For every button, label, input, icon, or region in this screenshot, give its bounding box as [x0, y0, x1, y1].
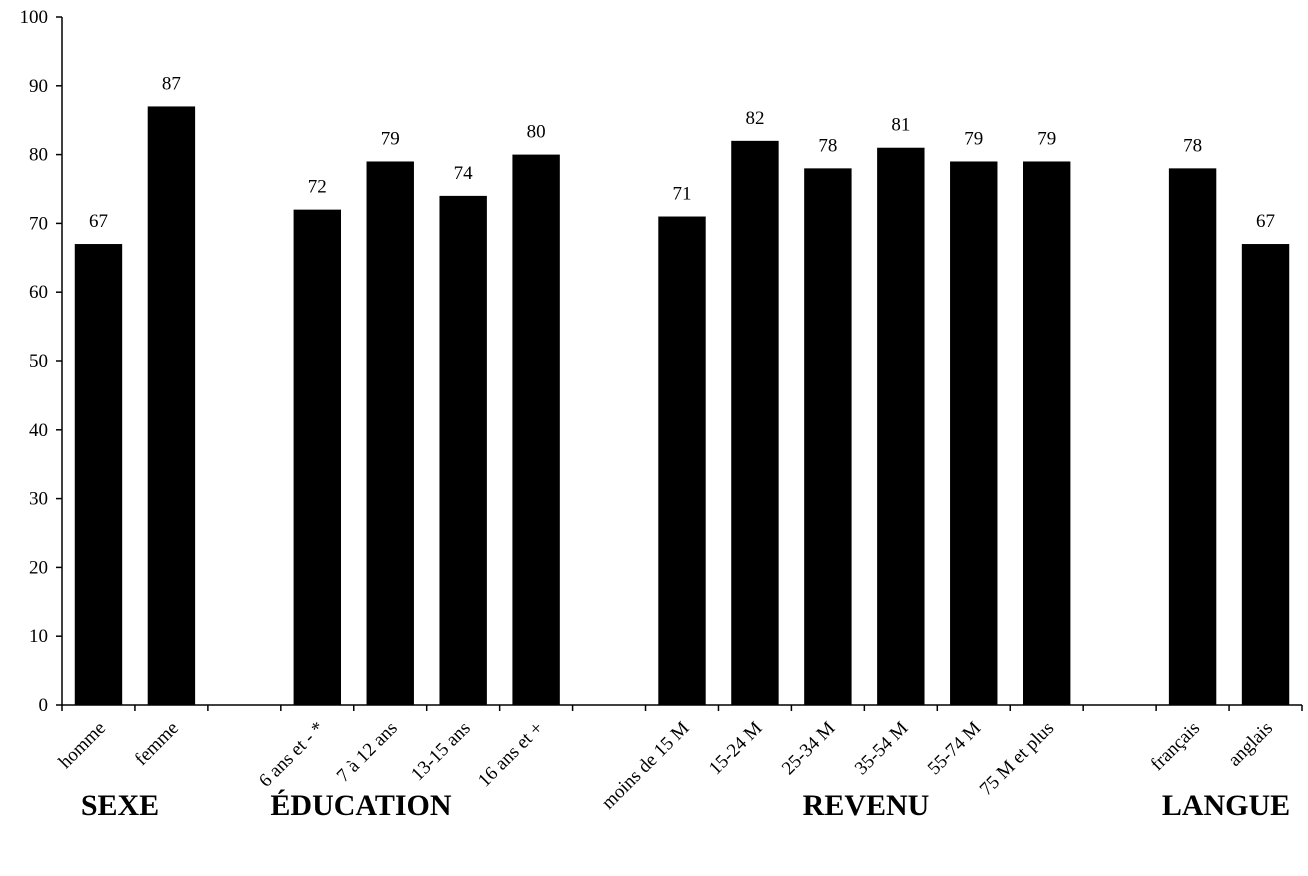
- y-tick-label: 80: [29, 145, 48, 166]
- category-label: 13-15 ans: [407, 718, 474, 785]
- data-label: 81: [891, 115, 910, 136]
- bar: [1241, 244, 1290, 706]
- category-label: 35-54 M: [851, 718, 913, 780]
- group-labels: SEXE ÉDUCATION REVENU LANGUE: [81, 789, 1290, 822]
- data-label: 79: [381, 128, 400, 149]
- bar: [293, 209, 341, 705]
- y-tick-label: 70: [29, 213, 48, 234]
- category-labels: homme femme 6 ans et - * 7 à 12 ans 13-15 an…: [55, 718, 1277, 814]
- data-label: 74: [454, 163, 474, 184]
- bar: [512, 154, 560, 706]
- group-label-sexe: SEXE: [81, 789, 159, 822]
- category-label: anglais: [1224, 718, 1277, 771]
- group-label-education: ÉDUCATION: [270, 789, 451, 822]
- bar: [804, 168, 852, 706]
- y-tick-label: 90: [29, 76, 48, 97]
- category-label: 75 M et plus: [976, 718, 1058, 800]
- bar: [950, 161, 998, 706]
- bar: [147, 106, 196, 705]
- x-axis-ticks: [61, 705, 1303, 711]
- data-label: 82: [745, 108, 764, 129]
- bar: [74, 244, 123, 706]
- data-label: 67: [1256, 211, 1275, 232]
- group-label-revenu: REVENU: [803, 789, 930, 822]
- category-label: 25-34 M: [778, 718, 840, 780]
- data-label: 72: [308, 177, 327, 198]
- bar: [877, 147, 925, 706]
- y-tick-label: 30: [29, 489, 48, 510]
- bar: [366, 161, 414, 706]
- bar: [731, 140, 779, 706]
- y-tick-label: 0: [39, 695, 49, 716]
- data-label: 71: [673, 184, 692, 205]
- data-label: 80: [527, 122, 546, 143]
- data-label: 87: [162, 73, 181, 94]
- y-tick-label: 50: [29, 351, 48, 372]
- bar: [1168, 168, 1217, 706]
- data-labels: 67 87 72 79 74 80 71 82 78 81 79 79 78 67: [89, 73, 1275, 232]
- y-axis-ticks: 0 10 20 30 40 50 60 70 80 90 100: [20, 7, 62, 716]
- category-label: 55-74 M: [924, 718, 986, 780]
- data-label: 67: [89, 211, 108, 232]
- bars: [74, 106, 1290, 706]
- bar: [658, 216, 706, 705]
- y-tick-label: 60: [29, 282, 48, 303]
- category-label: français: [1147, 718, 1204, 775]
- bar: [439, 195, 487, 705]
- bar: [1023, 161, 1071, 706]
- category-label: moins de 15 M: [598, 718, 694, 814]
- category-label: femme: [131, 718, 183, 770]
- y-tick-label: 100: [20, 7, 49, 28]
- data-label: 79: [964, 128, 983, 149]
- category-label: homme: [55, 718, 110, 773]
- category-label: 7 à 12 ans: [333, 718, 402, 787]
- category-label: 6 ans et - *: [255, 718, 329, 792]
- y-tick-label: 40: [29, 420, 48, 441]
- y-tick-label: 20: [29, 557, 48, 578]
- category-label: 15-24 M: [705, 718, 767, 780]
- group-label-langue: LANGUE: [1162, 789, 1290, 822]
- y-tick-label: 10: [29, 626, 48, 647]
- data-label: 78: [818, 135, 837, 156]
- category-label: 16 ans et +: [474, 718, 548, 792]
- data-label: 78: [1183, 135, 1202, 156]
- data-label: 79: [1037, 128, 1056, 149]
